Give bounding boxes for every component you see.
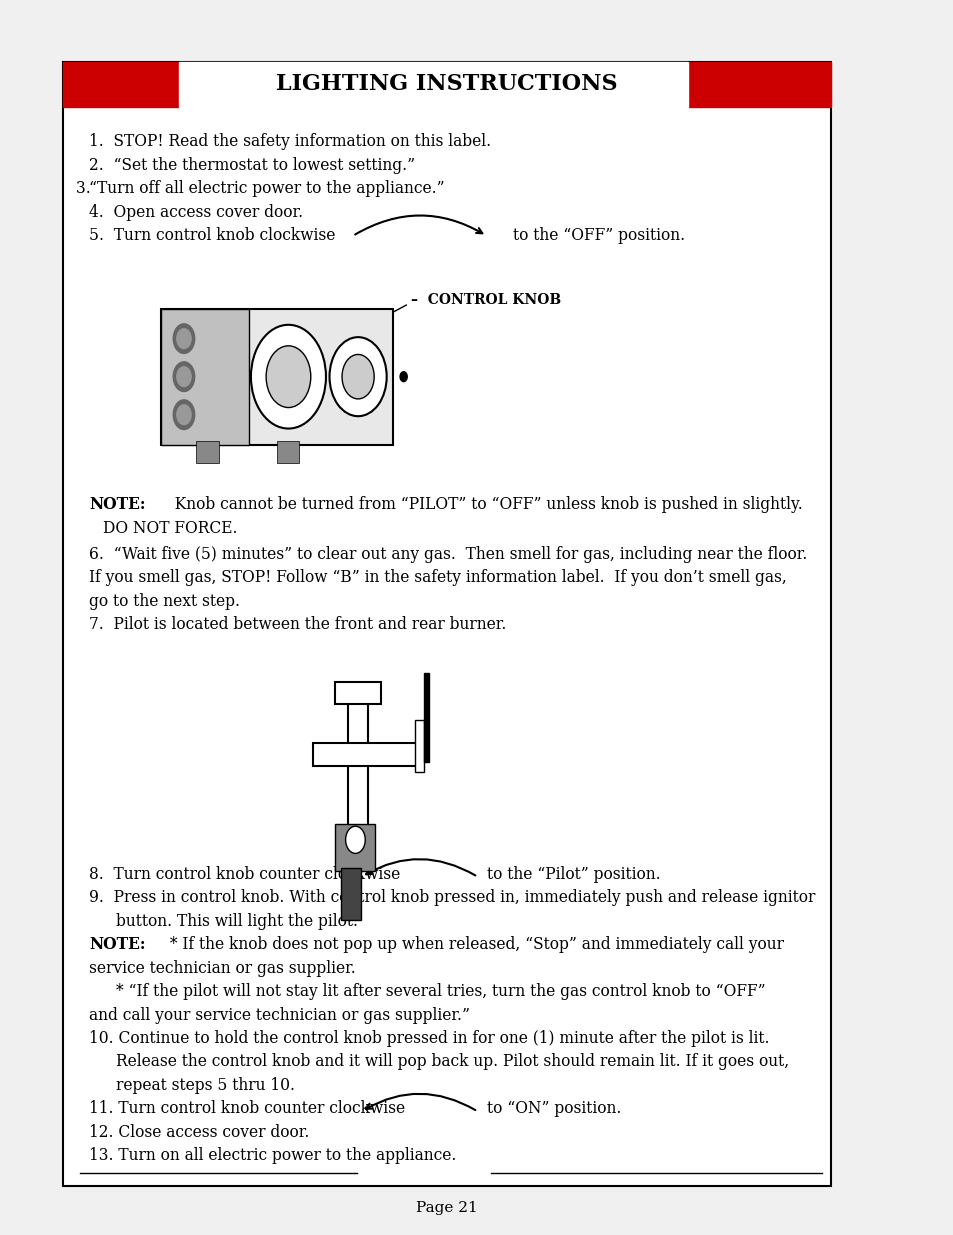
Bar <box>335 682 381 704</box>
Circle shape <box>342 354 374 399</box>
Circle shape <box>173 362 194 391</box>
Bar <box>341 868 360 920</box>
FancyBboxPatch shape <box>160 309 393 445</box>
Text: 3.: 3. <box>76 180 95 198</box>
Text: 11. Turn control knob counter clockwise: 11. Turn control knob counter clockwise <box>90 1100 405 1118</box>
Text: to the “Pilot” position.: to the “Pilot” position. <box>486 866 659 883</box>
Circle shape <box>399 372 407 382</box>
Bar <box>335 824 375 871</box>
Bar <box>178 62 687 107</box>
Text: and call your service technician or gas supplier.”: and call your service technician or gas … <box>90 1007 470 1024</box>
Circle shape <box>345 826 365 853</box>
Text: 5.  Turn control knob clockwise: 5. Turn control knob clockwise <box>90 227 335 245</box>
Text: LIGHTING INSTRUCTIONS: LIGHTING INSTRUCTIONS <box>275 73 617 95</box>
Text: 7.  Pilot is located between the front and rear burner.: 7. Pilot is located between the front an… <box>90 616 506 634</box>
Circle shape <box>173 400 194 430</box>
Bar <box>276 441 299 463</box>
Text: button. This will light the pilot.: button. This will light the pilot. <box>116 913 357 930</box>
Text: repeat steps 5 thru 10.: repeat steps 5 thru 10. <box>116 1077 294 1094</box>
FancyBboxPatch shape <box>63 62 830 1186</box>
Circle shape <box>173 324 194 353</box>
Text: * If the knob does not pop up when released, “Stop” and immediately call your: * If the knob does not pop up when relea… <box>165 936 783 953</box>
Text: 2.  “Set the thermostat to lowest setting.”: 2. “Set the thermostat to lowest setting… <box>90 157 415 174</box>
Text: to “ON” position.: to “ON” position. <box>486 1100 620 1118</box>
Text: 9.  Press in control knob. With control knob pressed in, immediately push and re: 9. Press in control knob. With control k… <box>90 889 815 906</box>
Bar <box>348 692 368 871</box>
Text: If you smell gas, STOP! Follow “B” in the safety information label.  If you don’: If you smell gas, STOP! Follow “B” in th… <box>90 569 786 587</box>
Circle shape <box>176 367 191 387</box>
Text: 4.  Open access cover door.: 4. Open access cover door. <box>90 204 303 221</box>
Text: 1.  STOP! Read the safety information on this label.: 1. STOP! Read the safety information on … <box>90 133 491 151</box>
Bar <box>415 720 424 772</box>
Text: Knob cannot be turned from “PILOT” to “OFF” unless knob is pushed in slightly.: Knob cannot be turned from “PILOT” to “O… <box>165 496 802 514</box>
Bar <box>63 62 178 107</box>
Text: Release the control knob and it will pop back up. Pilot should remain lit. If it: Release the control knob and it will pop… <box>116 1053 788 1071</box>
Text: go to the next step.: go to the next step. <box>90 593 240 610</box>
Circle shape <box>176 329 191 348</box>
Circle shape <box>329 337 386 416</box>
Circle shape <box>266 346 311 408</box>
Bar <box>687 62 830 107</box>
Bar <box>196 441 218 463</box>
Text: 10. Continue to hold the control knob pressed in for one (1) minute after the pi: 10. Continue to hold the control knob pr… <box>90 1030 769 1047</box>
Text: NOTE:: NOTE: <box>90 936 146 953</box>
Text: NOTE:: NOTE: <box>90 496 146 514</box>
Text: 6.  “Wait five (5) minutes” to clear out any gas.  Then smell for gas, including: 6. “Wait five (5) minutes” to clear out … <box>90 546 807 563</box>
FancyBboxPatch shape <box>160 309 249 445</box>
Text: DO NOT FORCE.: DO NOT FORCE. <box>103 520 237 537</box>
Text: 13. Turn on all electric power to the appliance.: 13. Turn on all electric power to the ap… <box>90 1147 456 1165</box>
Text: service technician or gas supplier.: service technician or gas supplier. <box>90 960 355 977</box>
Text: Page 21: Page 21 <box>416 1200 476 1215</box>
Bar <box>313 743 419 766</box>
Text: 12. Close access cover door.: 12. Close access cover door. <box>90 1124 310 1141</box>
Text: “Turn off all electric power to the appliance.”: “Turn off all electric power to the appl… <box>90 180 444 198</box>
Text: to the “OFF” position.: to the “OFF” position. <box>513 227 685 245</box>
Text: –  CONTROL KNOB: – CONTROL KNOB <box>411 293 560 306</box>
Bar <box>424 673 428 762</box>
Text: 8.  Turn control knob counter clockwise: 8. Turn control knob counter clockwise <box>90 866 400 883</box>
Circle shape <box>176 405 191 425</box>
Circle shape <box>251 325 326 429</box>
Text: * “If the pilot will not stay lit after several tries, turn the gas control knob: * “If the pilot will not stay lit after … <box>116 983 765 1000</box>
